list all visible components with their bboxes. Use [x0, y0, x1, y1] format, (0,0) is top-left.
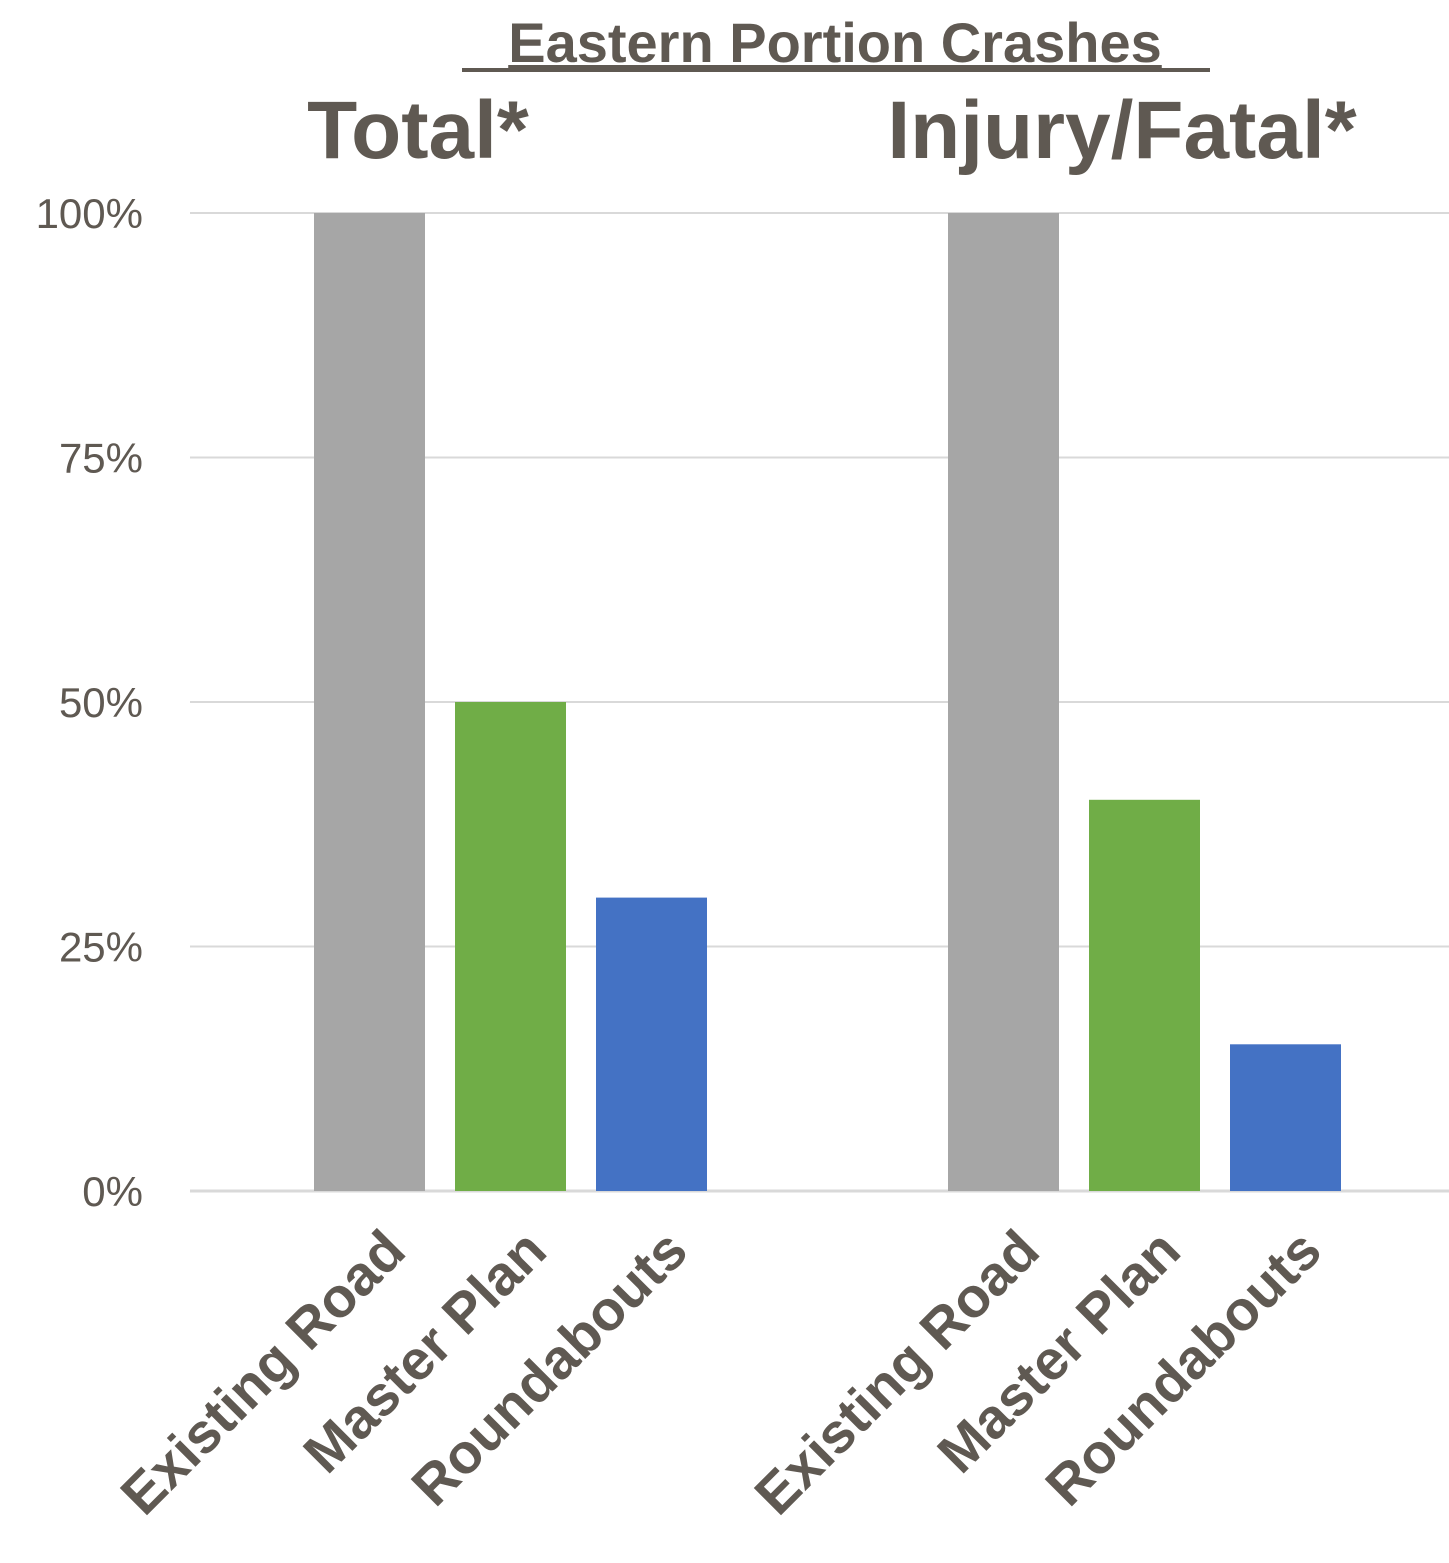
bar-existing-road — [948, 213, 1059, 1191]
group-label-injury-fatal: Injury/Fatal* — [887, 85, 1356, 176]
bar-roundabouts — [1230, 1044, 1341, 1191]
y-tick-label: 75% — [59, 435, 143, 482]
y-tick-label: 25% — [59, 924, 143, 971]
bar-master-plan — [455, 702, 566, 1191]
y-tick-label: 100% — [36, 190, 143, 237]
bar-roundabouts — [596, 897, 707, 1191]
y-axis-ticks: 0% 25% 50% 75% 100% — [36, 190, 143, 1215]
bars — [314, 213, 1341, 1191]
group-label-total: Total* — [307, 85, 529, 176]
y-tick-label: 50% — [59, 679, 143, 726]
bar-existing-road — [314, 213, 425, 1191]
y-tick-label: 0% — [82, 1168, 143, 1215]
bar-master-plan — [1089, 799, 1200, 1191]
chart-title: Eastern Portion Crashes — [508, 11, 1162, 74]
